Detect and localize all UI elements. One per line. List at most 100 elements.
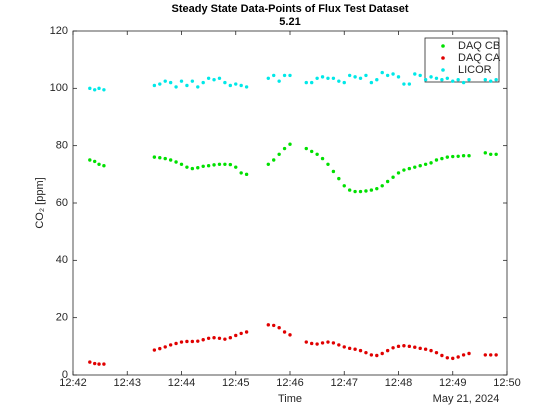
data-point	[369, 353, 374, 357]
data-point	[239, 171, 243, 175]
data-point	[418, 164, 422, 168]
data-point	[190, 79, 195, 83]
data-point	[102, 164, 106, 168]
data-point	[277, 79, 281, 83]
legend-box	[424, 37, 500, 83]
x-tick-label: 12:42	[59, 377, 87, 389]
data-point	[434, 158, 439, 162]
data-point	[102, 88, 106, 92]
data-point	[179, 340, 184, 344]
data-point	[326, 76, 330, 81]
data-point	[158, 346, 162, 351]
data-point	[483, 353, 487, 357]
data-point	[375, 78, 379, 82]
data-point	[310, 341, 314, 346]
data-point	[407, 166, 412, 171]
data-point	[239, 331, 243, 336]
data-point	[282, 73, 287, 78]
data-point	[228, 162, 233, 167]
data-point	[402, 82, 406, 86]
data-point	[375, 353, 379, 358]
y-tick-label: 40	[56, 254, 68, 266]
data-point	[369, 188, 374, 192]
data-point	[158, 82, 162, 86]
data-point	[385, 73, 390, 78]
chart-subtitle: 5.21	[279, 16, 300, 28]
data-point	[212, 336, 216, 340]
data-point	[429, 75, 433, 79]
data-point	[277, 152, 281, 156]
data-point	[385, 348, 390, 353]
data-point	[451, 356, 455, 361]
legend-marker	[441, 56, 445, 60]
data-point	[347, 346, 352, 351]
data-point	[320, 341, 325, 345]
data-point	[179, 79, 184, 83]
data-point	[152, 83, 157, 88]
data-point	[234, 165, 238, 169]
data-point	[304, 146, 308, 151]
data-point	[244, 85, 249, 89]
data-point	[320, 156, 325, 161]
data-point	[396, 171, 401, 175]
data-point	[288, 73, 292, 78]
data-point	[88, 86, 92, 91]
data-point	[467, 351, 471, 356]
data-point	[206, 164, 211, 168]
data-point	[174, 341, 178, 346]
data-point	[461, 80, 466, 85]
data-point	[223, 162, 227, 166]
data-point	[440, 353, 444, 358]
data-point	[413, 345, 417, 349]
y-tick-label: 120	[50, 25, 68, 37]
data-point	[93, 159, 97, 164]
data-point	[342, 80, 346, 85]
data-point	[407, 82, 412, 86]
data-point	[97, 362, 101, 366]
x-tick-label: 12:45	[222, 377, 250, 389]
data-point	[185, 339, 189, 344]
data-point	[445, 155, 450, 159]
data-point	[418, 346, 422, 351]
data-point	[88, 360, 92, 364]
data-point	[272, 73, 276, 78]
data-point	[266, 323, 270, 327]
data-point	[337, 343, 341, 347]
data-point	[206, 76, 211, 81]
data-point	[185, 165, 189, 169]
data-point	[337, 176, 341, 181]
data-point	[451, 154, 455, 159]
data-point	[375, 186, 379, 191]
data-point	[407, 344, 412, 349]
data-point	[217, 162, 222, 166]
y-tick-label: 20	[56, 312, 68, 324]
data-point	[364, 73, 368, 78]
data-point	[88, 158, 92, 162]
data-point	[272, 158, 276, 162]
data-point	[315, 76, 319, 81]
data-point	[353, 347, 357, 351]
data-point	[163, 79, 167, 83]
data-point	[310, 80, 314, 85]
data-point	[456, 78, 460, 82]
data-point	[228, 83, 233, 88]
data-point	[456, 355, 460, 359]
data-point	[282, 330, 287, 334]
data-point	[190, 339, 195, 344]
legend-label: DAQ CA	[458, 52, 501, 64]
data-point	[244, 330, 249, 334]
y-axis-label: CO₂ [ppm]	[34, 177, 46, 228]
data-point	[93, 88, 97, 92]
data-point	[228, 336, 233, 340]
data-point	[396, 75, 401, 79]
data-point	[461, 154, 466, 158]
data-point	[310, 149, 314, 154]
data-point	[418, 73, 422, 78]
data-point	[320, 75, 325, 79]
data-point	[163, 345, 167, 349]
data-point	[494, 353, 498, 357]
data-point	[158, 156, 162, 160]
legend-label: DAQ CB	[458, 40, 500, 52]
data-point	[429, 161, 433, 165]
data-point	[445, 76, 450, 81]
